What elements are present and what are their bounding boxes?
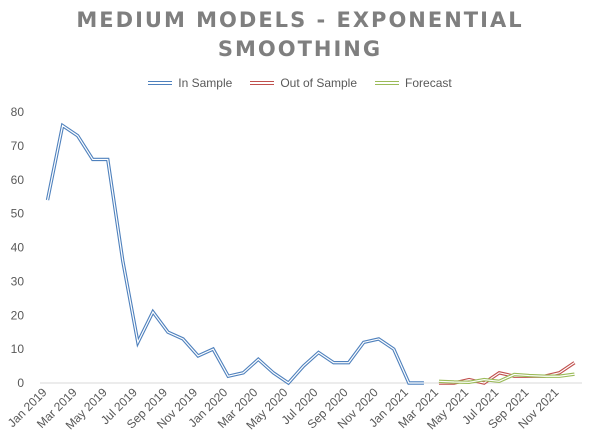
series-line-core-forecast — [438, 373, 575, 383]
y-tick-label: 70 — [11, 139, 25, 153]
series-line-core-in-sample — [46, 124, 424, 384]
legend-item-forecast: Forecast — [375, 76, 452, 90]
y-tick-label: 50 — [11, 207, 25, 221]
legend: In Sample Out of Sample Forecast — [0, 76, 600, 90]
legend-swatch-forecast — [375, 81, 400, 85]
chart-title: MEDIUM MODELS - EXPONENTIAL SMOOTHING — [76, 8, 524, 61]
y-tick-label: 30 — [11, 274, 25, 288]
legend-item-in-sample: In Sample — [148, 76, 232, 90]
series-line-in-sample — [45, 122, 424, 386]
series-line-out-of-sample — [438, 361, 576, 385]
legend-label-out-of-sample: Out of Sample — [280, 76, 358, 90]
legend-item-out-of-sample: Out of Sample — [250, 76, 357, 90]
legend-label-in-sample: In Sample — [178, 76, 233, 90]
y-tick-label: 0 — [17, 376, 24, 390]
y-tick-label: 60 — [11, 173, 25, 187]
y-tick-label: 10 — [11, 342, 25, 356]
y-tick-label: 40 — [11, 241, 25, 255]
y-tick-label: 20 — [11, 308, 25, 322]
y-tick-label: 80 — [11, 105, 25, 119]
legend-swatch-in-sample — [148, 81, 173, 85]
legend-label-forecast: Forecast — [405, 76, 452, 90]
legend-swatch-out-of-sample — [250, 81, 275, 85]
